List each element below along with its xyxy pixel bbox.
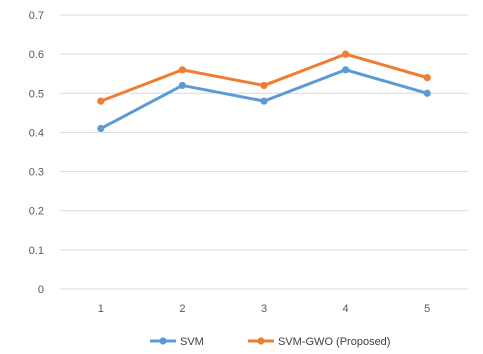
x-tick-label: 2 xyxy=(179,303,185,315)
legend-item: SVM xyxy=(150,336,204,348)
series-lines xyxy=(97,50,431,133)
y-tick-label: 0.5 xyxy=(29,88,44,100)
data-point xyxy=(260,97,268,105)
legend-swatch-marker xyxy=(159,337,167,345)
data-point xyxy=(178,66,186,74)
data-point xyxy=(178,81,186,90)
x-tick-label: 3 xyxy=(261,303,267,315)
legend: SVM SVM-GWO (Proposed) xyxy=(150,336,390,348)
data-point xyxy=(97,124,105,133)
legend-label: SVM xyxy=(180,336,204,348)
y-tick-label: 0 xyxy=(38,284,44,296)
legend-label: SVM-GWO (Proposed) xyxy=(278,336,390,348)
legend-swatch-marker xyxy=(257,337,265,345)
series-svm-gwo xyxy=(97,50,431,105)
x-axis-ticks: 1 2 3 4 5 xyxy=(98,303,431,315)
y-axis-ticks: 0 0.1 0.2 0.3 0.4 0.5 0.6 0.7 xyxy=(29,10,44,296)
data-point xyxy=(342,50,350,58)
y-tick-label: 0.6 xyxy=(29,49,44,61)
data-point xyxy=(97,97,105,105)
gridlines xyxy=(60,14,468,290)
y-tick-label: 0.1 xyxy=(29,245,44,257)
series-line xyxy=(99,52,429,103)
data-point xyxy=(423,74,431,82)
x-tick-label: 1 xyxy=(98,303,104,315)
legend-item: SVM-GWO (Proposed) xyxy=(248,336,390,348)
y-tick-label: 0.4 xyxy=(29,127,44,139)
x-tick-label: 4 xyxy=(343,303,349,315)
data-point xyxy=(260,81,268,90)
data-point xyxy=(342,66,350,74)
y-tick-label: 0.2 xyxy=(29,206,44,218)
y-tick-label: 0.7 xyxy=(29,10,44,22)
y-tick-label: 0.3 xyxy=(29,167,44,179)
series-svm xyxy=(97,66,431,133)
x-tick-label: 5 xyxy=(424,303,430,315)
data-point xyxy=(423,89,431,97)
